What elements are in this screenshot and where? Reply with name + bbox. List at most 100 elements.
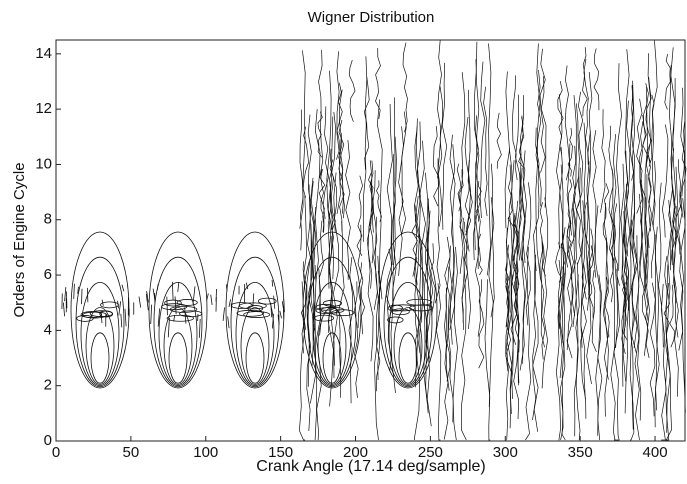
contour-line	[650, 283, 655, 417]
contour-line	[484, 87, 488, 216]
contour-line	[541, 76, 546, 207]
contour-line	[534, 128, 540, 271]
contour-line	[167, 297, 168, 316]
contour-line	[349, 60, 355, 122]
chart-title: Wigner Distribution	[308, 9, 435, 26]
contour-line	[211, 295, 212, 305]
y-tick-label: 0	[44, 432, 52, 449]
y-tick-label: 14	[35, 45, 52, 62]
contour-line	[680, 88, 685, 218]
contour-line	[560, 276, 565, 440]
y-axis-label: Orders of Engine Cycle	[11, 162, 28, 317]
contour-line	[139, 297, 141, 308]
contour-line	[77, 315, 94, 321]
x-tick-label: 400	[643, 444, 668, 461]
contour-line	[519, 117, 525, 168]
x-tick-label: 250	[418, 444, 443, 461]
contour-line	[167, 315, 194, 321]
contour-line	[274, 296, 275, 309]
contour-line	[485, 279, 490, 440]
contour-line	[328, 181, 333, 406]
contour-line	[333, 173, 338, 366]
contour-line	[118, 301, 119, 308]
y-tick-label: 12	[35, 100, 52, 117]
contour-line	[300, 110, 303, 251]
contour-line	[241, 308, 269, 385]
contour-line	[246, 333, 264, 383]
contour-line	[122, 285, 124, 292]
contour-line	[271, 303, 272, 317]
contour-line	[154, 257, 202, 387]
contour-line	[589, 72, 592, 178]
contour-line	[178, 282, 179, 292]
contour-line	[315, 109, 320, 282]
contour-line	[76, 257, 124, 387]
contour-line	[387, 104, 392, 330]
contour-line	[448, 246, 453, 423]
contour-line	[444, 288, 448, 440]
contour-line	[595, 205, 600, 435]
contour-line	[480, 62, 485, 218]
contour-line	[168, 318, 169, 338]
contour-line	[157, 284, 158, 290]
contour-line	[508, 165, 513, 227]
contour-line	[199, 319, 200, 338]
contour-line	[513, 75, 518, 180]
contour-line	[394, 308, 422, 385]
contour-line	[526, 182, 531, 325]
contour-line	[74, 284, 75, 299]
contour-line	[151, 305, 152, 324]
contour-line	[314, 315, 333, 321]
contour-line	[244, 312, 270, 318]
contour-line	[346, 140, 351, 280]
contour-line	[65, 287, 66, 301]
contour-line	[174, 315, 175, 321]
contour-line	[363, 56, 367, 241]
contour-line	[617, 63, 622, 271]
contour-line	[557, 94, 563, 248]
contour-line	[172, 282, 173, 301]
contour-line	[473, 59, 479, 260]
contour-line	[487, 44, 491, 276]
contour-line	[282, 301, 283, 310]
x-tick-label: 200	[343, 444, 368, 461]
contour-line	[253, 293, 254, 306]
contour-line	[376, 48, 381, 119]
contour-texture	[62, 40, 686, 440]
contour-line	[652, 40, 657, 227]
contour-line	[542, 198, 548, 389]
contour-line	[125, 309, 126, 326]
contour-line	[258, 298, 276, 304]
x-tick-label: 100	[193, 444, 218, 461]
contour-line	[226, 232, 284, 388]
contour-line	[437, 40, 441, 178]
contour-line	[577, 177, 582, 265]
contour-line	[505, 72, 509, 229]
contour-line	[228, 316, 229, 328]
contour-line	[319, 221, 323, 336]
contour-line	[357, 176, 363, 256]
contour-line	[638, 194, 642, 421]
y-tick-label: 2	[44, 377, 52, 394]
contour-line	[361, 262, 365, 334]
contour-line	[226, 284, 227, 291]
contour-line	[665, 54, 671, 109]
contour-line	[119, 301, 121, 315]
contour-line	[299, 282, 305, 441]
x-tick-label: 50	[123, 444, 140, 461]
contour-line	[272, 280, 273, 287]
contour-line	[611, 232, 615, 440]
contour-line	[399, 333, 417, 383]
contour-line	[655, 227, 659, 411]
contour-line	[91, 333, 109, 383]
contour-line	[467, 160, 473, 329]
y-tick-label: 8	[44, 211, 52, 228]
y-tick-label: 4	[44, 321, 52, 338]
contour-line	[497, 113, 501, 169]
contour-line	[231, 257, 279, 387]
contour-line	[594, 48, 599, 110]
contour-line	[364, 77, 369, 170]
contour-line	[679, 192, 683, 351]
contour-line	[63, 303, 64, 317]
